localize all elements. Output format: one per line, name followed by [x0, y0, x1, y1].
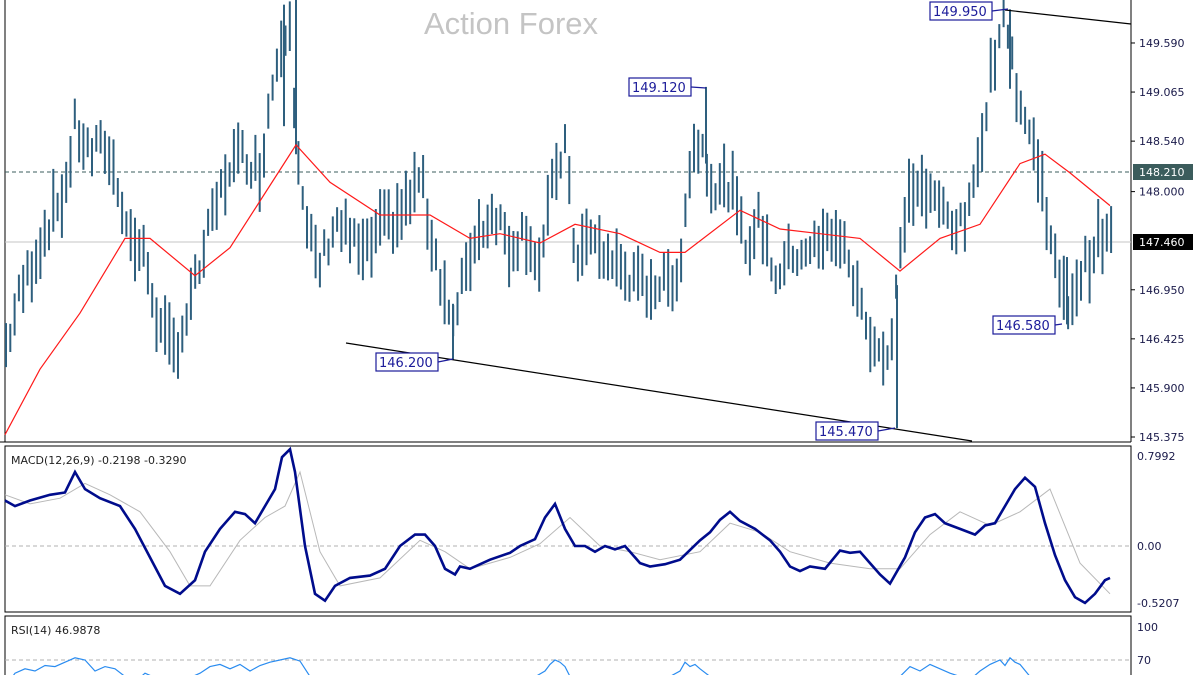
macd-panel: MACD(12,26,9) -0.2198 -0.3290 0.7992 0.0… [4, 445, 1179, 613]
rsi-panel: RSI(14) 46.9878 100 70 [4, 615, 1158, 675]
macd-label: MACD(12,26,9) -0.2198 -0.3290 [11, 454, 186, 467]
moving-average-line [4, 143, 1111, 435]
current-price-tag [1133, 234, 1193, 250]
price-callout[interactable]: 149.120 [628, 77, 707, 97]
svg-text:146.580: 146.580 [996, 319, 1050, 334]
macd-main-line [4, 446, 1111, 605]
price-callout[interactable]: 146.200 [375, 352, 454, 372]
svg-text:148.210: 148.210 [1139, 166, 1185, 179]
price-tick-label: 146.425 [1139, 333, 1185, 346]
rsi-line [13, 656, 1030, 675]
svg-text:149.120: 149.120 [632, 81, 686, 96]
price-callouts: 149.120 149.950 146.200 145.470 146.580 [375, 1, 1063, 441]
main-price-panel: Action Forex 149.120 149.950 146.200 145.47… [0, 0, 1132, 443]
watermark: Action Forex [424, 6, 599, 41]
price-callout[interactable]: 149.950 [929, 1, 1009, 21]
svg-text:147.460: 147.460 [1139, 236, 1185, 249]
upper-trendline[interactable] [1004, 9, 1132, 25]
rsi-axis-100: 100 [1137, 621, 1158, 634]
level-price-tag [1133, 164, 1193, 180]
price-axis: 149.590 149.065 148.540 148.000 146.950 146.4… [1131, 37, 1193, 444]
price-tick-label: 145.375 [1139, 431, 1185, 444]
price-tick-label: 145.900 [1139, 382, 1185, 395]
price-tick-label: 148.540 [1139, 135, 1185, 148]
rsi-axis-70: 70 [1137, 654, 1151, 667]
price-tick-label: 146.950 [1139, 284, 1185, 297]
svg-text:146.200: 146.200 [379, 356, 433, 371]
svg-text:149.950: 149.950 [933, 5, 987, 20]
price-callout[interactable]: 145.470 [815, 421, 896, 441]
svg-text:145.470: 145.470 [819, 425, 873, 440]
macd-axis-top: 0.7992 [1137, 450, 1176, 463]
macd-axis-zero: 0.00 [1137, 540, 1162, 553]
price-bars [5, 0, 1113, 429]
price-tick-label: 149.590 [1139, 37, 1185, 50]
price-callout[interactable]: 146.580 [992, 315, 1063, 335]
price-tick-label: 148.000 [1139, 186, 1185, 199]
rsi-label: RSI(14) 46.9878 [11, 624, 100, 637]
macd-axis-bottom: -0.5207 [1137, 597, 1179, 610]
price-tick-label: 149.065 [1139, 86, 1185, 99]
macd-signal-line [4, 470, 1111, 595]
